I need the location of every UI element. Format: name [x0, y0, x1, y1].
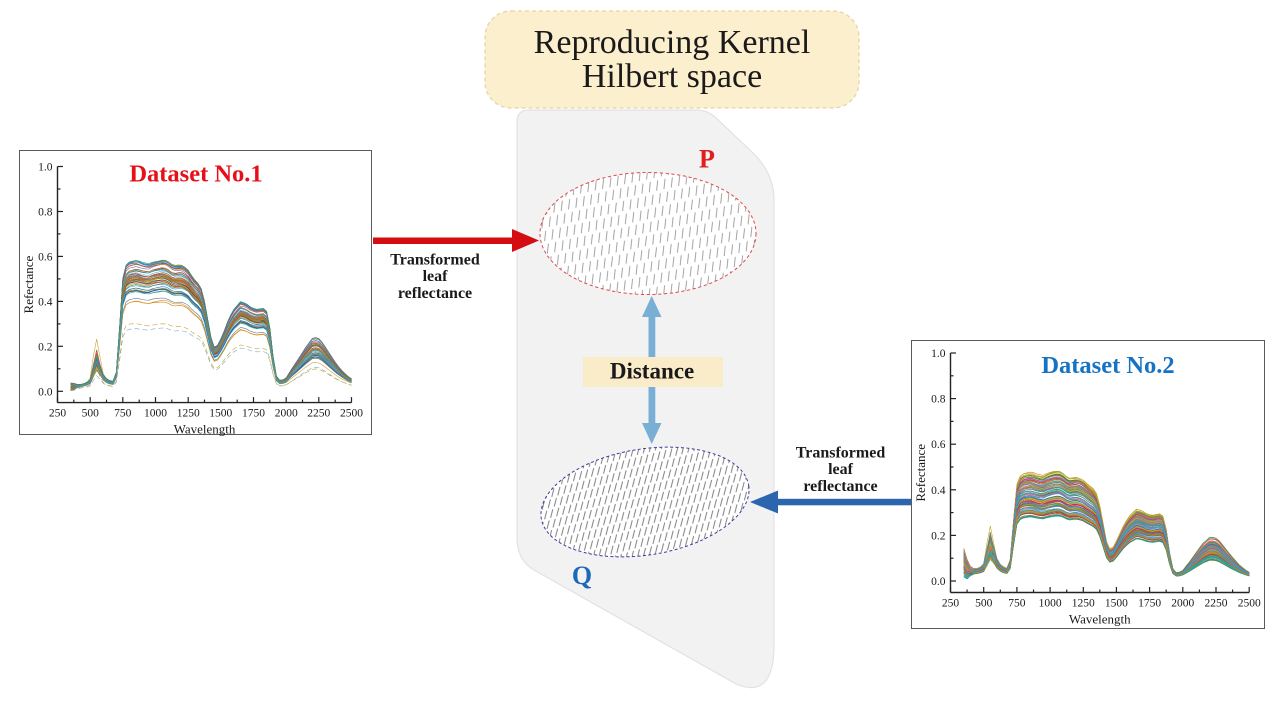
svg-text:1250: 1250: [1072, 598, 1095, 610]
svg-text:0.8: 0.8: [931, 394, 946, 406]
svg-text:0.4: 0.4: [931, 485, 946, 497]
svg-text:Wavelength: Wavelength: [1069, 612, 1131, 627]
svg-text:2250: 2250: [307, 408, 330, 420]
svg-text:1.0: 1.0: [931, 348, 946, 360]
svg-text:0.0: 0.0: [38, 386, 53, 398]
svg-text:Transformed: Transformed: [796, 445, 886, 462]
svg-text:Q: Q: [572, 561, 592, 590]
svg-text:Dataset No.1: Dataset No.1: [129, 161, 262, 188]
svg-text:500: 500: [975, 598, 993, 610]
svg-text:750: 750: [114, 408, 132, 420]
svg-text:2000: 2000: [275, 408, 298, 420]
svg-text:0.4: 0.4: [38, 296, 53, 308]
svg-text:Transformed: Transformed: [390, 252, 480, 269]
svg-text:0.2: 0.2: [931, 530, 946, 542]
svg-text:500: 500: [82, 408, 100, 420]
svg-text:2250: 2250: [1205, 598, 1228, 610]
svg-text:reflectance: reflectance: [398, 285, 472, 302]
svg-text:250: 250: [49, 408, 67, 420]
svg-text:0.2: 0.2: [38, 341, 53, 353]
svg-text:250: 250: [942, 598, 960, 610]
svg-text:2500: 2500: [1238, 598, 1261, 610]
svg-text:1.0: 1.0: [38, 162, 53, 174]
svg-text:1000: 1000: [1039, 598, 1062, 610]
svg-text:Refectance: Refectance: [913, 444, 928, 502]
svg-text:P: P: [699, 145, 715, 174]
svg-text:1000: 1000: [144, 408, 167, 420]
svg-text:Distance: Distance: [610, 359, 694, 384]
svg-text:0.6: 0.6: [931, 439, 946, 451]
svg-text:750: 750: [1008, 598, 1026, 610]
svg-text:2500: 2500: [340, 408, 363, 420]
svg-text:2000: 2000: [1171, 598, 1194, 610]
svg-text:1500: 1500: [1105, 598, 1128, 610]
svg-text:Hilbert space: Hilbert space: [582, 58, 762, 95]
svg-text:0.8: 0.8: [38, 207, 53, 219]
svg-text:1250: 1250: [177, 408, 200, 420]
svg-text:1750: 1750: [1138, 598, 1161, 610]
svg-text:0.6: 0.6: [38, 251, 53, 263]
svg-text:Dataset No.2: Dataset No.2: [1041, 352, 1174, 379]
svg-text:Wavelength: Wavelength: [174, 422, 236, 437]
svg-text:reflectance: reflectance: [803, 478, 877, 495]
svg-text:leaf: leaf: [828, 461, 854, 478]
svg-text:1500: 1500: [209, 408, 232, 420]
svg-text:1750: 1750: [242, 408, 265, 420]
svg-text:Reproducing Kernel: Reproducing Kernel: [534, 24, 811, 61]
svg-text:0.0: 0.0: [931, 576, 946, 588]
svg-text:leaf: leaf: [423, 268, 449, 285]
svg-text:Refectance: Refectance: [21, 256, 36, 314]
